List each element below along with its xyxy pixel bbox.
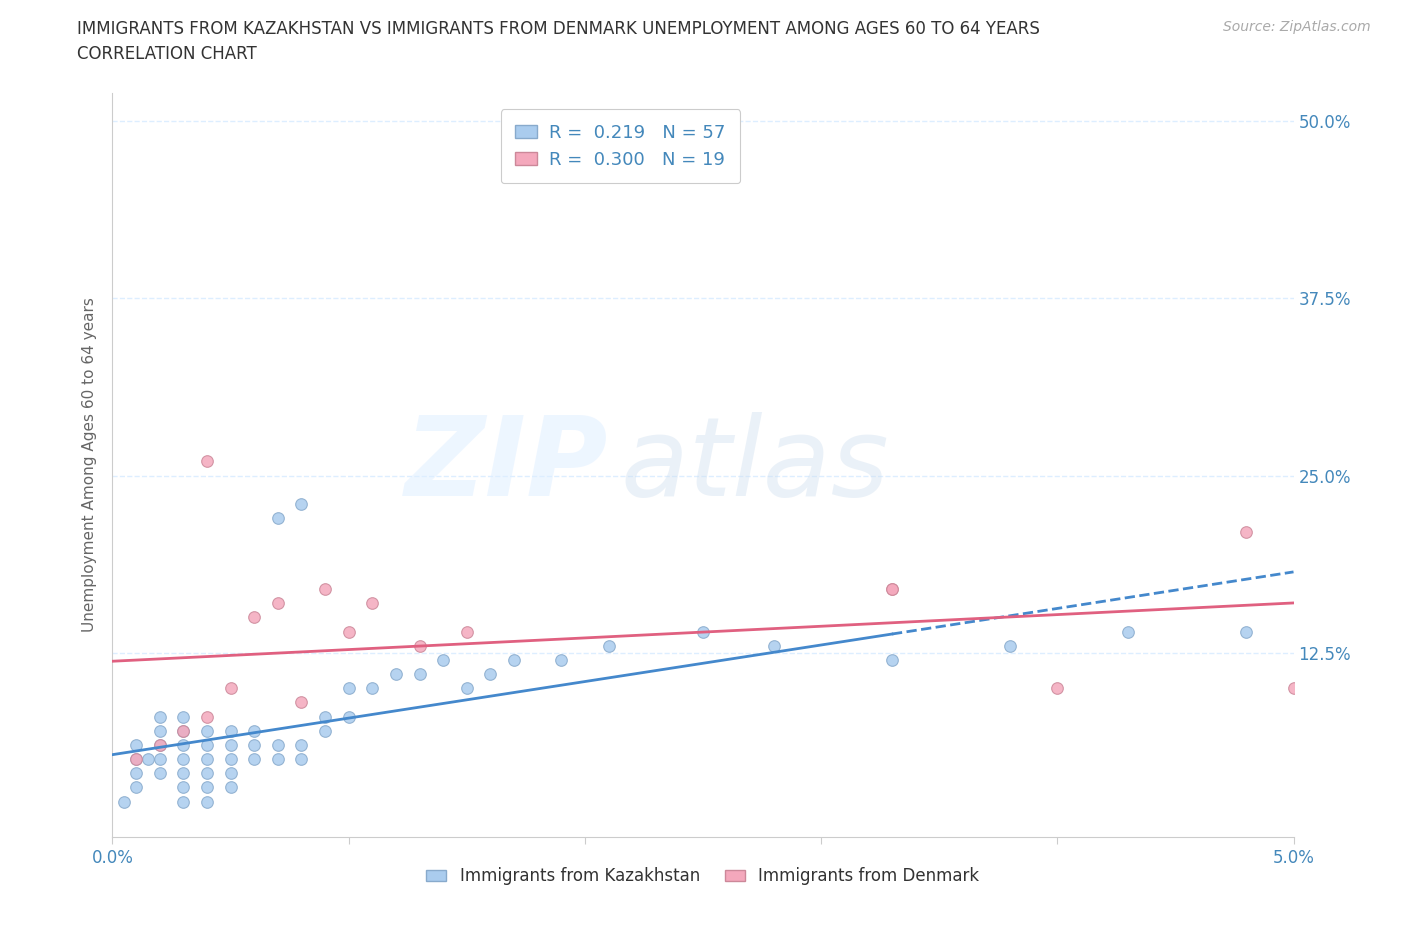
Point (385, 667, 408, 682)
Point (361, 596, 384, 611)
Point (1116, 624, 1139, 639)
Point (243, 737, 266, 752)
Text: atlas: atlas (620, 411, 889, 519)
Point (149, 724, 172, 738)
Point (172, 780, 194, 795)
Point (880, 581, 903, 596)
Point (408, 667, 430, 682)
Point (172, 724, 194, 738)
Point (267, 737, 290, 752)
Point (998, 638, 1021, 653)
Point (337, 709, 360, 724)
Point (267, 751, 290, 766)
Point (361, 681, 384, 696)
Point (337, 681, 360, 696)
Text: IMMIGRANTS FROM KAZAKHSTAN VS IMMIGRANTS FROM DENMARK UNEMPLOYMENT AMONG AGES 60: IMMIGRANTS FROM KAZAKHSTAN VS IMMIGRANTS… (77, 20, 1040, 38)
Point (195, 794, 218, 809)
Point (172, 737, 194, 752)
Point (243, 610, 266, 625)
Point (598, 638, 620, 653)
Point (243, 751, 266, 766)
Point (314, 581, 336, 596)
Point (456, 624, 478, 639)
Point (290, 497, 312, 512)
Point (267, 511, 290, 525)
Point (125, 780, 148, 795)
Point (172, 794, 194, 809)
Point (408, 638, 430, 653)
Point (1282, 681, 1305, 696)
Point (195, 737, 218, 752)
Point (219, 751, 242, 766)
Point (195, 454, 218, 469)
Point (479, 667, 502, 682)
Point (456, 681, 478, 696)
Point (337, 624, 360, 639)
Point (195, 751, 218, 766)
Point (219, 780, 242, 795)
Point (149, 709, 172, 724)
Point (172, 751, 194, 766)
Point (149, 765, 172, 780)
Point (880, 581, 903, 596)
Point (112, 794, 135, 809)
Y-axis label: Unemployment Among Ages 60 to 64 years: Unemployment Among Ages 60 to 64 years (82, 298, 97, 632)
Point (172, 765, 194, 780)
Text: CORRELATION CHART: CORRELATION CHART (77, 45, 257, 62)
Point (1046, 681, 1069, 696)
Point (692, 624, 714, 639)
Point (762, 638, 785, 653)
Point (149, 751, 172, 766)
Point (267, 596, 290, 611)
Point (219, 724, 242, 738)
Point (503, 653, 526, 668)
Point (550, 653, 572, 668)
Text: Source: ZipAtlas.com: Source: ZipAtlas.com (1223, 20, 1371, 34)
Point (1234, 624, 1257, 639)
Point (125, 737, 148, 752)
Point (219, 765, 242, 780)
Point (219, 737, 242, 752)
Point (314, 709, 336, 724)
Point (290, 751, 312, 766)
Point (195, 780, 218, 795)
Point (880, 653, 903, 668)
Legend: Immigrants from Kazakhstan, Immigrants from Denmark: Immigrants from Kazakhstan, Immigrants f… (420, 860, 986, 892)
Point (314, 724, 336, 738)
Point (125, 751, 148, 766)
Point (290, 737, 312, 752)
Text: ZIP: ZIP (405, 411, 609, 519)
Point (195, 765, 218, 780)
Point (219, 681, 242, 696)
Point (149, 737, 172, 752)
Point (149, 737, 172, 752)
Point (290, 695, 312, 710)
Point (195, 724, 218, 738)
Point (1234, 525, 1257, 539)
Point (172, 724, 194, 738)
Point (125, 751, 148, 766)
Point (432, 653, 454, 668)
Point (172, 709, 194, 724)
Point (195, 709, 218, 724)
Point (125, 765, 148, 780)
Point (136, 751, 159, 766)
Point (243, 724, 266, 738)
